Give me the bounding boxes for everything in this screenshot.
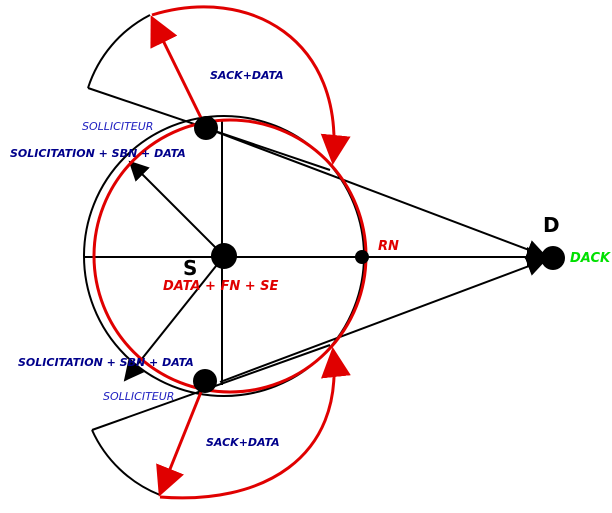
node-s bbox=[211, 243, 237, 269]
arc bbox=[91, 429, 161, 496]
label: D bbox=[543, 213, 560, 237]
node bbox=[194, 116, 218, 140]
arc bbox=[151, 5, 351, 165]
arrow bbox=[150, 15, 208, 129]
lines bbox=[83, 14, 547, 496]
arc bbox=[159, 347, 351, 500]
label: SACK+DATA bbox=[210, 69, 284, 82]
label: DATA + FN + SE bbox=[163, 279, 279, 294]
node bbox=[193, 369, 217, 393]
label: SOLICITATION + SBN + DATA bbox=[10, 147, 186, 160]
label: SOLLICITEUR bbox=[82, 120, 153, 133]
arrow bbox=[156, 381, 207, 497]
label: S bbox=[183, 256, 197, 280]
label: DACK bbox=[570, 251, 611, 266]
label: SACK+DATA bbox=[206, 436, 280, 449]
nodes bbox=[193, 116, 565, 393]
link bbox=[205, 127, 547, 259]
node-rn bbox=[355, 250, 369, 264]
arrow bbox=[128, 160, 225, 257]
link bbox=[219, 256, 547, 383]
label: RN bbox=[378, 239, 399, 254]
label: SOLICITATION + SBN + DATA bbox=[18, 356, 194, 369]
arc bbox=[87, 14, 151, 89]
node-d bbox=[541, 246, 565, 270]
label: SOLLICITEUR bbox=[103, 390, 174, 403]
